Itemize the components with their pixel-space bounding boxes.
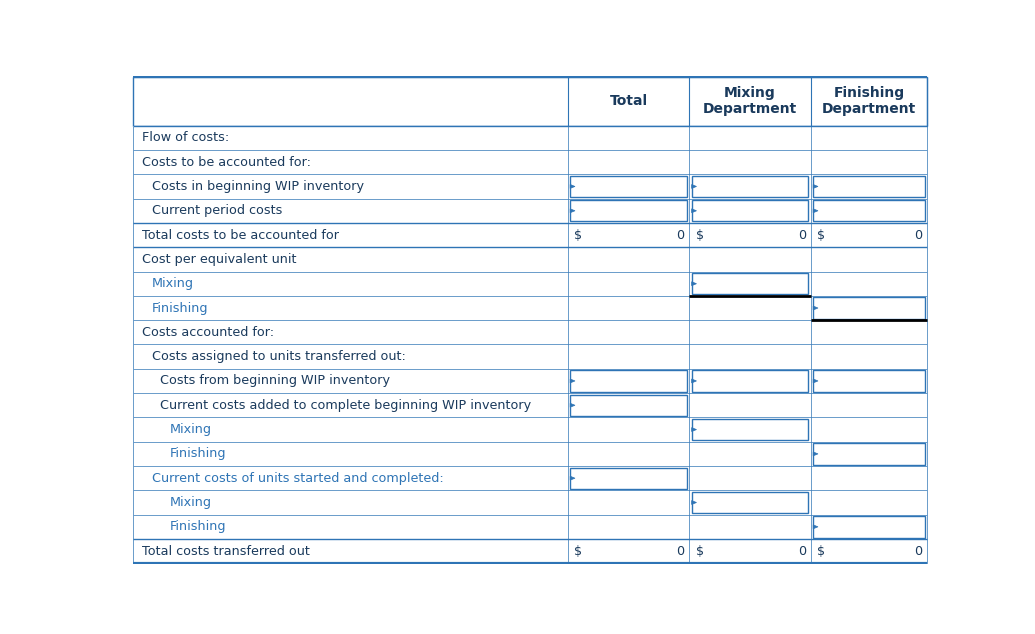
Polygon shape bbox=[691, 209, 697, 213]
Polygon shape bbox=[691, 184, 697, 188]
Text: 0: 0 bbox=[798, 229, 806, 242]
Polygon shape bbox=[570, 379, 575, 383]
Polygon shape bbox=[691, 379, 697, 383]
Text: 0: 0 bbox=[915, 229, 922, 242]
Polygon shape bbox=[570, 476, 575, 480]
Bar bbox=[134, 344, 927, 369]
Text: $: $ bbox=[818, 545, 825, 558]
Polygon shape bbox=[570, 403, 575, 407]
Bar bbox=[134, 296, 927, 320]
Bar bbox=[691, 419, 808, 440]
Text: $: $ bbox=[818, 229, 825, 242]
Text: 0: 0 bbox=[915, 545, 922, 558]
Bar bbox=[570, 370, 687, 392]
Polygon shape bbox=[691, 427, 697, 432]
Bar bbox=[570, 394, 687, 416]
Bar bbox=[134, 369, 927, 393]
Bar bbox=[814, 516, 925, 538]
Bar bbox=[814, 297, 925, 319]
Text: Costs from beginning WIP inventory: Costs from beginning WIP inventory bbox=[159, 375, 390, 387]
Bar bbox=[134, 539, 927, 563]
Text: 0: 0 bbox=[676, 545, 684, 558]
Bar bbox=[570, 176, 687, 197]
Polygon shape bbox=[814, 306, 818, 310]
Text: Finishing: Finishing bbox=[170, 448, 226, 460]
Polygon shape bbox=[814, 209, 818, 213]
Bar bbox=[814, 370, 925, 392]
Text: Costs assigned to units transferred out:: Costs assigned to units transferred out: bbox=[152, 350, 406, 363]
Text: Total costs to be accounted for: Total costs to be accounted for bbox=[142, 229, 339, 242]
Polygon shape bbox=[814, 452, 818, 456]
Bar bbox=[134, 515, 927, 539]
Text: Mixing: Mixing bbox=[170, 423, 211, 436]
Text: Costs accounted for:: Costs accounted for: bbox=[142, 326, 274, 339]
Bar bbox=[134, 393, 927, 417]
Text: Total: Total bbox=[610, 94, 648, 108]
Bar bbox=[134, 320, 927, 344]
Text: Current period costs: Current period costs bbox=[152, 204, 283, 217]
Text: Finishing: Finishing bbox=[170, 521, 226, 533]
Text: 0: 0 bbox=[798, 545, 806, 558]
Bar bbox=[134, 77, 927, 126]
Text: Finishing
Department: Finishing Department bbox=[822, 86, 916, 117]
Bar bbox=[134, 271, 927, 296]
Text: Current costs of units started and completed:: Current costs of units started and compl… bbox=[152, 472, 444, 485]
Text: Current costs added to complete beginning WIP inventory: Current costs added to complete beginnin… bbox=[159, 399, 531, 411]
Bar bbox=[134, 126, 927, 150]
Bar bbox=[814, 200, 925, 221]
Text: Costs to be accounted for:: Costs to be accounted for: bbox=[142, 155, 312, 169]
Bar bbox=[814, 176, 925, 197]
Polygon shape bbox=[814, 379, 818, 383]
Bar bbox=[134, 223, 927, 247]
Polygon shape bbox=[814, 184, 818, 188]
Text: Costs in beginning WIP inventory: Costs in beginning WIP inventory bbox=[152, 180, 364, 193]
Bar bbox=[814, 443, 925, 465]
Bar bbox=[691, 176, 808, 197]
Bar bbox=[691, 273, 808, 294]
Text: Flow of costs:: Flow of costs: bbox=[142, 131, 230, 145]
Bar bbox=[134, 490, 927, 515]
Text: $: $ bbox=[696, 545, 704, 558]
Text: Mixing: Mixing bbox=[152, 277, 194, 290]
Bar bbox=[134, 417, 927, 442]
Text: $: $ bbox=[696, 229, 704, 242]
Polygon shape bbox=[691, 501, 697, 505]
Text: $: $ bbox=[574, 545, 582, 558]
Bar bbox=[691, 492, 808, 513]
Bar bbox=[570, 467, 687, 489]
Bar bbox=[570, 200, 687, 221]
Bar bbox=[134, 466, 927, 490]
Polygon shape bbox=[691, 281, 697, 286]
Text: Total costs transferred out: Total costs transferred out bbox=[142, 545, 310, 558]
Text: Mixing: Mixing bbox=[170, 496, 211, 509]
Bar bbox=[134, 150, 927, 174]
Polygon shape bbox=[570, 184, 575, 188]
Bar bbox=[134, 198, 927, 223]
Bar bbox=[134, 442, 927, 466]
Bar bbox=[134, 174, 927, 198]
Bar bbox=[691, 370, 808, 392]
Bar bbox=[134, 247, 927, 271]
Polygon shape bbox=[814, 525, 818, 529]
Text: Finishing: Finishing bbox=[152, 302, 208, 314]
Text: Cost per equivalent unit: Cost per equivalent unit bbox=[142, 253, 297, 266]
Text: $: $ bbox=[574, 229, 582, 242]
Bar bbox=[691, 200, 808, 221]
Polygon shape bbox=[570, 209, 575, 213]
Text: Mixing
Department: Mixing Department bbox=[703, 86, 797, 117]
Text: 0: 0 bbox=[676, 229, 684, 242]
